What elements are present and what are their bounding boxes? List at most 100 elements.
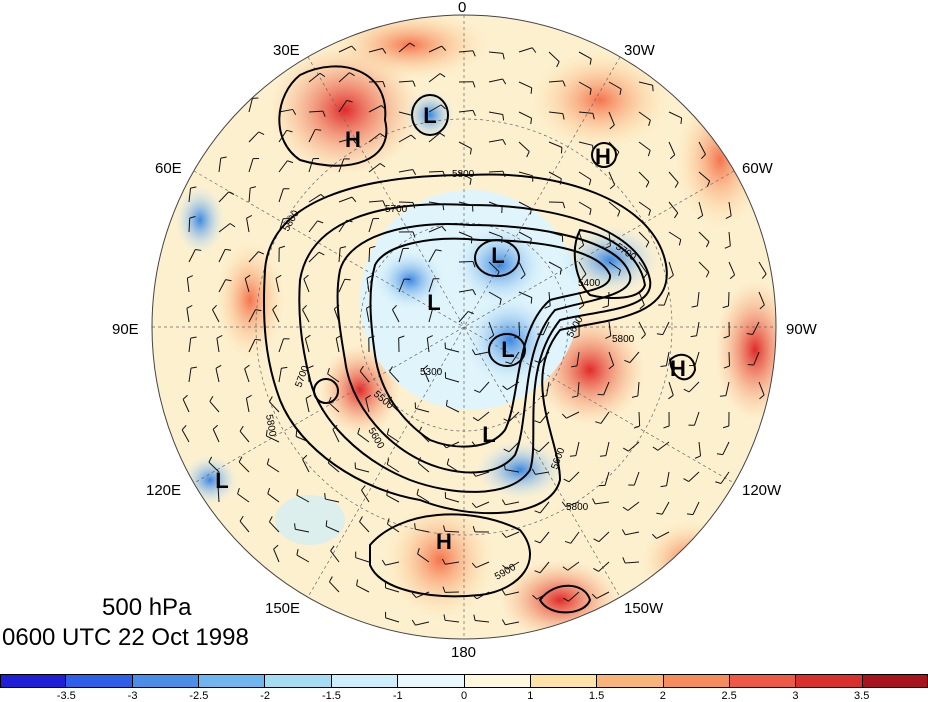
wind-barb-flag	[322, 110, 326, 117]
wind-barb-flag	[602, 305, 609, 309]
wind-barb	[308, 193, 322, 203]
colorbar-swatch	[0, 674, 67, 688]
wind-barb	[578, 201, 592, 210]
wind-barb-flag	[472, 110, 476, 116]
pressure-center-high: H	[345, 127, 361, 152]
wind-barb	[458, 289, 473, 293]
colorbar-swatch	[530, 674, 598, 688]
wind-barb	[428, 226, 443, 233]
wind-barb	[567, 561, 580, 571]
wind-barb-flag	[440, 104, 446, 110]
contour-label: 5800	[612, 334, 635, 345]
wind-barb	[698, 441, 702, 456]
wind-barb-flag	[502, 564, 508, 570]
wind-barb	[475, 619, 490, 623]
wind-barb-flag	[648, 209, 651, 216]
wind-barb-flag	[589, 208, 592, 216]
wind-barb-flag	[595, 421, 602, 424]
wind-barb-flag	[697, 215, 703, 220]
wind-barb	[308, 158, 314, 173]
wind-barb	[668, 171, 679, 183]
wind-barb	[488, 201, 503, 208]
wind-barb	[415, 407, 430, 413]
wind-barb-flag	[302, 304, 308, 310]
colorbar-swatch	[265, 674, 332, 688]
wind-barb	[625, 531, 640, 536]
wind-barb	[385, 587, 400, 593]
longitude-label-90w: 90W	[786, 321, 817, 338]
wind-barb	[698, 231, 710, 243]
colorbar-tick-label: 0	[460, 690, 468, 702]
wind-barb	[398, 134, 412, 143]
wind-barb-flag	[499, 298, 502, 305]
wind-barb-flag	[617, 210, 621, 217]
wind-barb-flag	[562, 566, 569, 571]
wind-barb	[387, 433, 400, 443]
wind-barb	[542, 321, 550, 335]
wind-barb	[208, 461, 220, 473]
wind-barb-flag	[648, 119, 651, 126]
wind-barb-flag	[623, 447, 629, 452]
wind-barb-flag	[269, 396, 273, 403]
wind-barb	[458, 141, 472, 149]
wind-barb-flag	[505, 361, 512, 365]
wind-barb	[638, 111, 651, 121]
wind-barb	[302, 309, 310, 323]
wind-barb	[391, 309, 400, 323]
wind-barb	[506, 561, 520, 570]
wind-barb-flag	[652, 446, 659, 451]
wind-barb	[389, 371, 400, 383]
wind-barb-flag	[759, 304, 765, 310]
contour-label: 5300	[420, 367, 443, 378]
wind-barb-flag	[471, 441, 477, 447]
wind-barb-flag	[279, 245, 286, 249]
wind-barb-flag	[534, 570, 541, 574]
wind-barb	[356, 585, 370, 593]
wind-barb	[566, 411, 580, 419]
wind-barb-flag	[412, 80, 416, 87]
wind-barb-flag	[759, 394, 765, 400]
wind-barb	[488, 291, 502, 300]
wind-barb	[728, 201, 732, 216]
wind-barb	[417, 553, 430, 563]
wind-barb-flag	[502, 53, 505, 60]
wind-barb-flag	[287, 160, 294, 164]
colorbar-tick-label: -3.5	[56, 690, 76, 702]
wind-barb	[668, 231, 682, 240]
wind-barb	[278, 188, 284, 203]
wind-barb-flag	[621, 529, 626, 536]
wind-barb-flag	[531, 468, 536, 475]
wind-barb	[218, 249, 226, 263]
wind-barb	[596, 591, 610, 599]
wind-barb	[638, 321, 646, 335]
wind-barb-flag	[690, 335, 697, 338]
wind-barb	[458, 201, 473, 207]
wind-barb-flag	[296, 549, 299, 556]
wind-barb	[458, 50, 473, 53]
wind-barb-flag	[386, 489, 389, 496]
wind-barb	[475, 561, 490, 569]
wind-barb	[248, 339, 256, 353]
wind-barb-flag	[334, 304, 340, 310]
longitude-label-30e: 30E	[273, 42, 300, 59]
wind-barb	[758, 291, 765, 306]
wind-barb-flag	[640, 334, 646, 340]
wind-barb-flag	[229, 223, 236, 228]
wind-barb-flag	[488, 334, 495, 340]
wind-barb	[535, 471, 550, 475]
wind-barb-flag	[656, 333, 663, 336]
wind-barb-flag	[534, 510, 541, 514]
wind-barb	[548, 261, 562, 270]
wind-barb	[278, 368, 282, 383]
wind-barb-flag	[307, 365, 314, 369]
wind-barb	[505, 531, 520, 538]
wind-barb-flag	[631, 395, 638, 398]
wind-barb	[248, 188, 251, 203]
wind-barb	[475, 351, 490, 356]
wind-barb	[598, 531, 610, 543]
wind-barb-flag	[190, 336, 197, 339]
wind-barb	[428, 132, 441, 143]
wind-barb	[577, 381, 580, 396]
wind-barb-flag	[305, 394, 312, 399]
wind-barb	[603, 381, 610, 396]
